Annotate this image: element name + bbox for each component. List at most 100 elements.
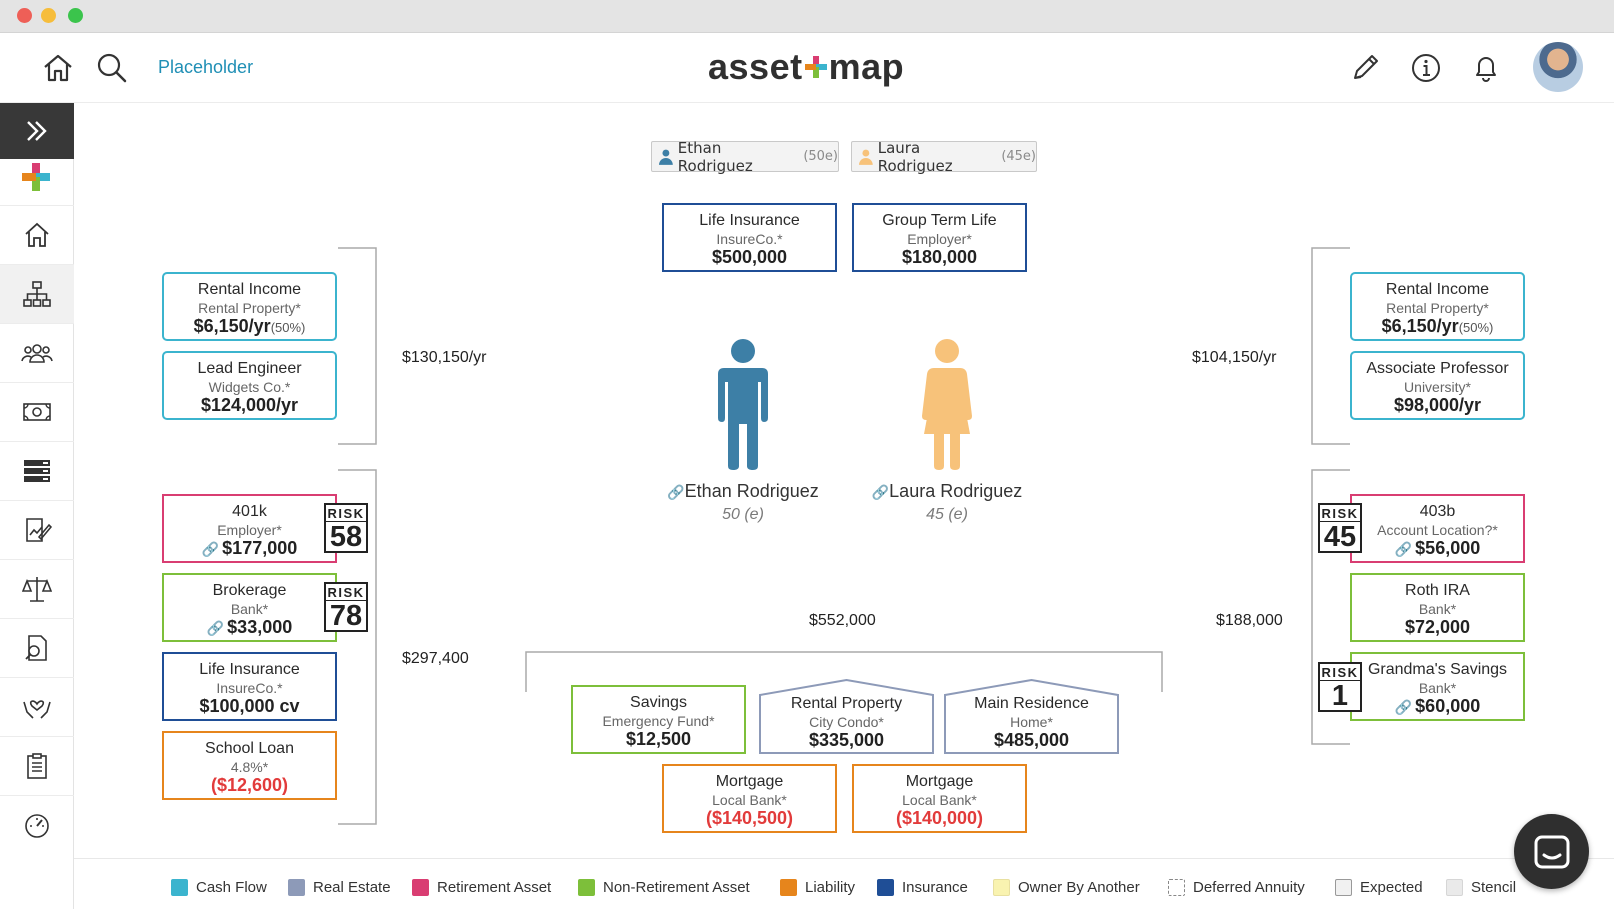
legend-label: Real Estate xyxy=(313,879,391,896)
card-value: 🔗 $60,000 xyxy=(1352,697,1523,716)
card-rental-property[interactable]: Rental Property City Condo* $335,000 xyxy=(759,679,934,754)
left-income-total: $130,150/yr xyxy=(402,349,487,366)
minimize-window-button[interactable] xyxy=(41,8,56,23)
sidebar-item-documents[interactable] xyxy=(0,618,74,677)
joint-total: $552,000 xyxy=(809,612,876,629)
card-school-loan[interactable]: School Loan 4.8%* ($12,600) xyxy=(162,731,337,800)
person-name-text: Laura Rodriguez xyxy=(889,481,1023,501)
card-401k[interactable]: 401k Employer* 🔗 $177,000 xyxy=(162,494,337,563)
risk-badge-brokerage[interactable]: RISK 78 xyxy=(324,582,368,632)
sidebar-item-finances[interactable] xyxy=(0,382,74,441)
info-icon[interactable] xyxy=(1408,50,1444,86)
card-subtitle: Local Bank* xyxy=(902,792,977,808)
card-mortgage-1[interactable]: Mortgage Local Bank* ($140,500) xyxy=(662,764,837,833)
card-title: Grandma's Savings xyxy=(1367,661,1508,678)
legend-liability: Liability xyxy=(780,879,855,896)
risk-badge-403b[interactable]: RISK 45 xyxy=(1318,503,1362,553)
sidebar-item-reports[interactable] xyxy=(0,500,74,559)
chat-icon xyxy=(1534,835,1569,868)
card-main-residence[interactable]: Main Residence Home* $485,000 xyxy=(944,679,1119,754)
card-brokerage[interactable]: Brokerage Bank* 🔗 $33,000 xyxy=(162,573,337,642)
card-rental-income-right[interactable]: Rental Income Rental Property* $6,150/yr… xyxy=(1350,272,1525,341)
card-title: 403b xyxy=(1419,503,1456,520)
card-value-percent: (50%) xyxy=(1458,320,1494,335)
left-brackets xyxy=(338,247,377,825)
pen-icon[interactable] xyxy=(1347,50,1383,86)
stacked-bars-icon xyxy=(24,460,50,482)
person-name-laura[interactable]: 🔗Laura Rodriguez xyxy=(854,481,1040,502)
person-age-ethan: 50 (e) xyxy=(722,506,764,523)
person-tag-age: (45e) xyxy=(1001,149,1036,164)
home-icon[interactable] xyxy=(40,50,76,86)
link-icon: 🔗 xyxy=(871,484,890,500)
person-name-ethan[interactable]: 🔗Ethan Rodriguez xyxy=(650,481,836,502)
card-subtitle: 4.8%* xyxy=(230,759,269,775)
card-title: Life Insurance xyxy=(699,212,800,229)
card-subtitle: Rental Property* xyxy=(1386,300,1489,316)
card-roth-ira[interactable]: Roth IRA Bank* $72,000 xyxy=(1350,573,1525,642)
document-search-icon xyxy=(25,635,47,661)
document-chart-icon xyxy=(26,518,52,542)
sidebar-item-asset-map[interactable] xyxy=(0,264,74,323)
gauge-icon xyxy=(25,814,49,838)
card-subtitle: InsureCo.* xyxy=(716,231,783,247)
male-person-figure-icon[interactable] xyxy=(712,338,774,470)
card-value: ($12,600) xyxy=(210,775,289,795)
card-title: Mortgage xyxy=(905,773,974,790)
sidebar-item-balance[interactable] xyxy=(0,559,74,618)
sidebar-item-notes[interactable] xyxy=(0,736,74,795)
person-tag-laura[interactable]: Laura Rodriguez (45e) xyxy=(851,139,1037,175)
card-title: Rental Income xyxy=(1385,281,1490,298)
card-title: Rental Income xyxy=(197,281,302,298)
card-grandmas-savings[interactable]: Grandma's Savings Bank* 🔗 $60,000 xyxy=(1350,652,1525,721)
female-person-figure-icon[interactable] xyxy=(916,338,978,470)
right-assets-total: $188,000 xyxy=(1216,612,1283,629)
person-name-text: Ethan Rodriguez xyxy=(684,481,819,501)
top-header: Placeholder asset map xyxy=(0,33,1614,103)
card-value-amount: $33,000 xyxy=(227,617,293,637)
card-subtitle: Widgets Co.* xyxy=(208,379,291,395)
user-avatar[interactable] xyxy=(1533,42,1583,92)
clipboard-icon xyxy=(27,753,47,779)
close-window-button[interactable] xyxy=(17,8,32,23)
card-value-amount: $177,000 xyxy=(222,538,298,558)
sidebar-item-home[interactable] xyxy=(0,205,74,264)
search-icon[interactable] xyxy=(94,50,130,86)
sidebar-item-layers[interactable] xyxy=(0,441,74,500)
risk-label: RISK xyxy=(326,506,366,522)
sidebar-expand-button[interactable] xyxy=(0,103,74,159)
card-value-amount: $6,150/yr xyxy=(1381,316,1459,336)
card-mortgage-2[interactable]: Mortgage Local Bank* ($140,000) xyxy=(852,764,1027,833)
placeholder-link[interactable]: Placeholder xyxy=(158,57,254,77)
card-value: $500,000 xyxy=(711,247,788,267)
card-lead-engineer[interactable]: Lead Engineer Widgets Co.* $124,000/yr xyxy=(162,351,337,420)
legend-owner-by-another: Owner By Another xyxy=(993,879,1140,896)
maximize-window-button[interactable] xyxy=(68,8,83,23)
link-icon: 🔗 xyxy=(206,620,225,636)
joint-bracket xyxy=(525,651,1163,692)
person-tag-ethan[interactable]: Ethan Rodriguez (50e) xyxy=(651,138,839,175)
chat-launcher-button[interactable] xyxy=(1514,814,1589,889)
card-subtitle: Bank* xyxy=(1418,680,1457,696)
bell-icon[interactable] xyxy=(1468,50,1504,86)
scales-icon xyxy=(22,577,52,602)
card-subtitle: Bank* xyxy=(230,601,269,617)
card-life-insurance-left[interactable]: Life Insurance InsureCo.* $100,000 cv xyxy=(162,652,337,721)
risk-badge-grandmas-savings[interactable]: RISK 1 xyxy=(1318,662,1362,712)
card-403b[interactable]: 403b Account Location?* 🔗 $56,000 xyxy=(1350,494,1525,563)
sidebar-item-dashboard[interactable] xyxy=(0,795,74,854)
sidebar-item-households[interactable] xyxy=(0,323,74,382)
card-rental-income-left[interactable]: Rental Income Rental Property* $6,150/yr… xyxy=(162,272,337,341)
person-tag-name: Ethan Rodriguez xyxy=(677,138,753,175)
legend-swatch xyxy=(1168,879,1185,896)
double-chevron-right-icon xyxy=(27,121,47,141)
card-life-insurance-top[interactable]: Life Insurance InsureCo.* $500,000 xyxy=(662,203,837,272)
card-associate-professor[interactable]: Associate Professor University* $98,000/… xyxy=(1350,351,1525,420)
risk-label: RISK xyxy=(1320,506,1360,522)
house-content: Main Residence Home* $485,000 xyxy=(944,695,1119,749)
risk-badge-401k[interactable]: RISK 58 xyxy=(324,503,368,553)
card-savings[interactable]: Savings Emergency Fund* $12,500 xyxy=(571,685,746,754)
sidebar-item-care[interactable] xyxy=(0,677,74,736)
card-subtitle: InsureCo.* xyxy=(216,680,283,696)
card-group-term-life[interactable]: Group Term Life Employer* $180,000 xyxy=(852,203,1027,272)
